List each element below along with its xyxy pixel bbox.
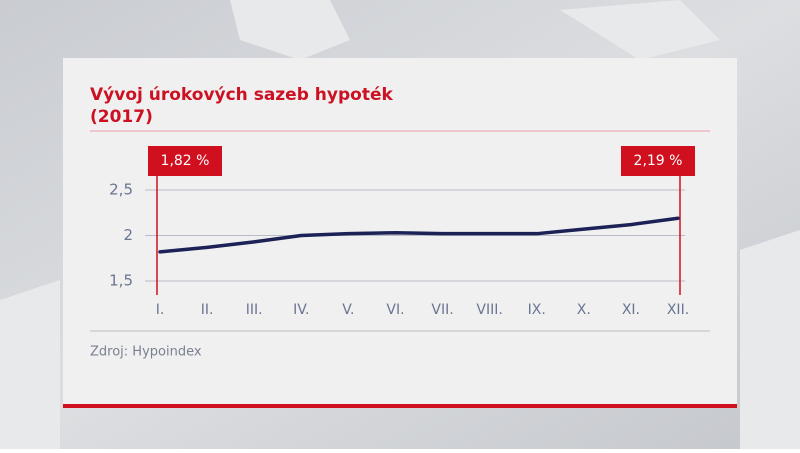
x-tick-label: VI. [386, 302, 404, 318]
value-label: 1,82 % [161, 153, 210, 169]
x-tick-label: V. [342, 302, 354, 318]
x-tick-label: XII. [667, 302, 689, 318]
y-tick-label: 2,5 [109, 181, 133, 199]
x-tick-label: VII. [431, 302, 453, 318]
x-tick-label: II. [201, 302, 214, 318]
line-series [158, 216, 680, 254]
annotation-box [148, 146, 222, 176]
x-tick-label: X. [577, 302, 591, 318]
value-label: 2,19 % [634, 153, 683, 169]
x-tick-label: III. [246, 302, 263, 318]
x-tick-label: VIII. [476, 302, 502, 318]
y-tick-label: 1,5 [109, 272, 133, 290]
x-tick-label: IX. [528, 302, 546, 318]
chart-title: Vývoj úrokových sazeb hypoték [90, 85, 393, 105]
x-tick-label: XI. [622, 302, 640, 318]
panel-bottom-bar [63, 404, 737, 408]
chart-subtitle: (2017) [90, 107, 153, 127]
source: Zdroj: Hypoindex [90, 345, 202, 360]
annotation-box [621, 146, 695, 176]
x-tick-label: IV. [293, 302, 309, 318]
x-tick-label: I. [156, 302, 165, 318]
y-tick-label: 2 [123, 226, 133, 244]
